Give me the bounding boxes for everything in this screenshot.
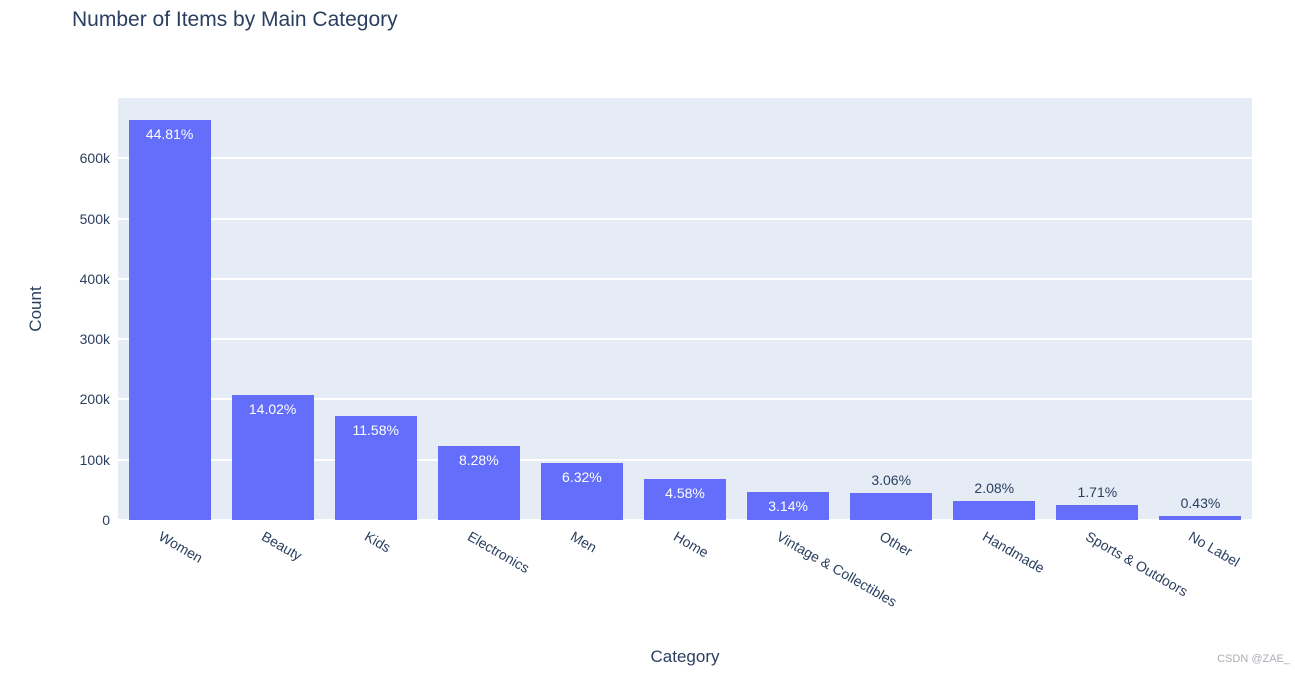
bar-value-label: 14.02% bbox=[248, 400, 297, 417]
y-tick-label: 200k bbox=[79, 391, 110, 408]
bar-value-label: 44.81% bbox=[145, 125, 194, 142]
bar-value-label: 4.58% bbox=[665, 485, 705, 501]
bar-value-label: 3.14% bbox=[768, 497, 808, 514]
bar-value-label: 3.06% bbox=[871, 471, 912, 488]
x-tick-label: Kids bbox=[361, 528, 394, 556]
y-tick-label: 400k bbox=[79, 270, 110, 287]
gridline bbox=[118, 338, 1252, 341]
bar-value-label: 0.43% bbox=[1180, 495, 1221, 512]
x-tick-label: Men bbox=[567, 528, 600, 556]
gridline bbox=[118, 217, 1252, 220]
bar-value-label: 6.32% bbox=[562, 469, 602, 486]
x-tick-label: Sports & Outdoors bbox=[1083, 528, 1192, 600]
gridline bbox=[118, 157, 1252, 160]
bar-other[interactable] bbox=[850, 492, 933, 520]
y-tick-label: 600k bbox=[79, 150, 110, 167]
gridline bbox=[118, 277, 1252, 280]
y-tick-label: 0 bbox=[102, 512, 110, 528]
bar-value-label: 1.71% bbox=[1077, 483, 1118, 500]
x-tick-label: No Label bbox=[1186, 528, 1243, 570]
plot-area[interactable]: 44.81% 14.02% 11.58% 8.28% 6.32% 4.58% 3.14% 3.… bbox=[118, 98, 1252, 521]
bar-vintage-collectibles[interactable] bbox=[747, 491, 830, 520]
bar-women[interactable] bbox=[128, 119, 211, 520]
bar-no-label[interactable] bbox=[1159, 516, 1242, 520]
bar-value-label: 8.28% bbox=[458, 451, 499, 468]
gridline bbox=[118, 519, 1252, 521]
watermark: CSDN @ZAE_ bbox=[1217, 653, 1290, 665]
gridline bbox=[118, 398, 1252, 401]
bar-value-label: 11.58% bbox=[352, 422, 399, 439]
x-tick-label: Electronics bbox=[464, 528, 533, 577]
bar-home[interactable] bbox=[644, 479, 726, 520]
y-tick-label: 500k bbox=[79, 210, 110, 227]
bar-sports-outdoors[interactable] bbox=[1056, 504, 1139, 520]
y-tick-label: 300k bbox=[79, 331, 110, 348]
bar-handmade[interactable] bbox=[953, 501, 1036, 520]
bar-value-label: 2.08% bbox=[974, 480, 1015, 497]
x-tick-label: Other bbox=[877, 528, 916, 560]
bar-kids[interactable] bbox=[334, 416, 417, 520]
x-tick-label: Women bbox=[155, 528, 206, 566]
x-tick-label: Beauty bbox=[258, 528, 305, 564]
y-axis-title: Count bbox=[26, 286, 45, 332]
x-tick-label: Home bbox=[671, 528, 712, 561]
gridline bbox=[118, 458, 1252, 461]
x-axis-title: Category bbox=[650, 647, 720, 666]
y-tick-label: 100k bbox=[79, 451, 110, 468]
bar-beauty[interactable] bbox=[231, 394, 314, 520]
bar-electronics[interactable] bbox=[437, 445, 520, 520]
x-tick-label: Handmade bbox=[980, 528, 1048, 577]
bar-men[interactable] bbox=[540, 463, 623, 520]
chart-title: Number of Items by Main Category bbox=[72, 8, 398, 31]
